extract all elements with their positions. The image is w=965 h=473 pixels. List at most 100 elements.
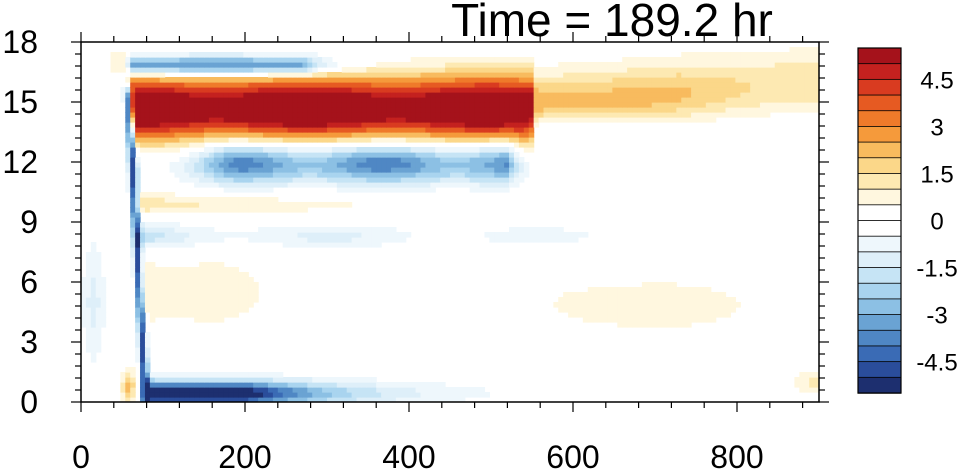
heatmap-cell [381, 392, 387, 398]
heatmap-cell [90, 282, 97, 288]
heatmap-cell [95, 287, 102, 293]
heatmap-cell [656, 107, 663, 113]
heatmap-cell [395, 127, 402, 133]
heatmap-cell [745, 57, 751, 63]
heatmap-cell [573, 72, 579, 78]
heatmap-cell [484, 132, 490, 138]
heatmap-cell [85, 272, 92, 278]
heatmap-cell [277, 62, 284, 68]
heatmap-cell [804, 372, 810, 378]
heatmap-cell [312, 157, 318, 163]
heatmap-cell [243, 297, 249, 303]
heatmap-cell [194, 142, 200, 148]
heatmap-cell [769, 52, 776, 58]
heatmap-cell [489, 97, 495, 103]
heatmap-cell [213, 62, 220, 68]
heatmap-cell [548, 77, 554, 83]
heatmap-cell [204, 122, 210, 128]
heatmap-cell [322, 237, 328, 243]
heatmap-cell [199, 282, 205, 288]
heatmap-cell [302, 107, 308, 113]
heatmap-cell [445, 107, 451, 113]
heatmap-cell [784, 67, 791, 73]
heatmap-cell [681, 107, 687, 113]
heatmap-cell [277, 67, 284, 73]
heatmap-cell [568, 72, 574, 78]
heatmap-cell [130, 192, 136, 198]
heatmap-cell [223, 57, 230, 63]
heatmap-cell [509, 57, 515, 63]
heatmap-cell [533, 237, 540, 243]
heatmap-cell [346, 87, 353, 93]
heatmap-cell [356, 147, 363, 153]
heatmap-cell [85, 257, 92, 263]
heatmap-cell [563, 82, 569, 88]
heatmap-cell [494, 177, 500, 183]
heatmap-cell [597, 82, 604, 88]
heatmap-cell [204, 262, 210, 268]
heatmap-cell [287, 102, 294, 108]
heatmap-cell [371, 382, 377, 388]
heatmap-cell [814, 57, 819, 63]
heatmap-cell [440, 87, 446, 93]
heatmap-cell [292, 62, 299, 68]
heatmap-cell [346, 82, 353, 88]
heatmap-cell [700, 112, 707, 118]
heatmap-cell [287, 392, 294, 398]
heatmap-cell [789, 82, 795, 88]
heatmap-cell [509, 172, 515, 178]
heatmap-cell [464, 57, 471, 63]
heatmap-cell [400, 147, 407, 153]
heatmap-cell [302, 207, 308, 213]
heatmap-cell [228, 107, 235, 113]
heatmap-cell [538, 97, 545, 103]
heatmap-cell [322, 127, 328, 133]
heatmap-cell [479, 392, 486, 398]
heatmap-cell [587, 62, 594, 68]
heatmap-cell [587, 307, 594, 313]
heatmap-cell [100, 322, 107, 328]
heatmap-cell [258, 177, 264, 183]
heatmap-cell [464, 117, 471, 123]
heatmap-cell [253, 122, 259, 128]
heatmap-cell [135, 87, 141, 93]
heatmap-cell [528, 102, 535, 108]
heatmap-cell [169, 142, 176, 148]
heatmap-cell [140, 312, 146, 318]
heatmap-cell [661, 107, 668, 113]
heatmap-cell [144, 72, 151, 78]
heatmap-cell [376, 382, 382, 388]
heatmap-cell [169, 132, 176, 138]
heatmap-cell [292, 152, 299, 158]
heatmap-cell [361, 117, 367, 123]
heatmap-cell [331, 172, 338, 178]
heatmap-cell [415, 387, 422, 393]
heatmap-cell [435, 147, 441, 153]
heatmap-cell [705, 287, 712, 293]
heatmap-cell [764, 52, 771, 58]
heatmap-cell [390, 92, 397, 98]
heatmap-cell [474, 157, 481, 163]
heatmap-cell [499, 167, 505, 173]
heatmap-cell [322, 122, 328, 128]
heatmap-cell [804, 387, 810, 393]
heatmap-cell [568, 302, 574, 308]
heatmap-cell [346, 157, 353, 163]
heatmap-cell [253, 82, 259, 88]
heatmap-cell [504, 162, 510, 168]
heatmap-cell [297, 167, 303, 173]
heatmap-cell [641, 107, 648, 113]
colorbar-swatch [857, 47, 902, 65]
heatmap-cell [159, 117, 166, 123]
heatmap-cell [169, 167, 176, 173]
heatmap-cell [140, 247, 146, 253]
heatmap-cell [238, 52, 244, 58]
heatmap-cell [740, 92, 746, 98]
heatmap-cell [430, 132, 436, 138]
heatmap-cell [272, 382, 279, 388]
heatmap-cell [149, 82, 156, 88]
heatmap-cell [445, 97, 451, 103]
heatmap-cell [292, 172, 299, 178]
heatmap-cell [804, 82, 810, 88]
heatmap-cell [199, 172, 205, 178]
